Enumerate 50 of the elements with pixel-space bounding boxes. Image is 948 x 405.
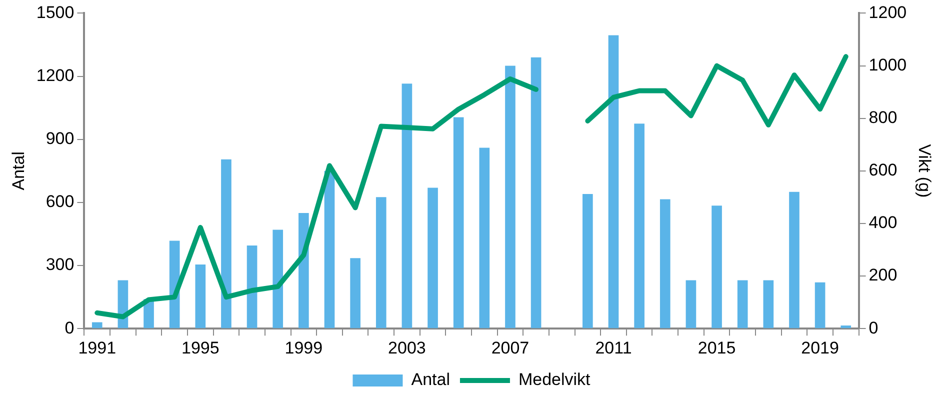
x-tick-label: 2011 xyxy=(595,338,632,358)
bar xyxy=(840,325,852,328)
y2-tick-label: 400 xyxy=(868,213,898,232)
bar xyxy=(608,35,619,328)
bar xyxy=(479,148,490,328)
bar xyxy=(712,206,722,328)
y2-tick-label: 200 xyxy=(868,266,898,285)
bar xyxy=(92,322,102,328)
bar xyxy=(582,194,593,328)
bar xyxy=(686,280,696,328)
bar xyxy=(814,282,826,328)
y-tick-label: 0 xyxy=(64,318,74,338)
bar xyxy=(324,170,335,328)
legend-label: Antal xyxy=(411,370,450,390)
x-tick-label: 2007 xyxy=(491,338,530,358)
x-tick-label: 1995 xyxy=(181,338,220,358)
y2-tick-label: 0 xyxy=(868,318,878,338)
y-tick-label: 600 xyxy=(46,192,74,212)
bar xyxy=(195,264,206,328)
bar xyxy=(221,159,232,328)
bar xyxy=(737,280,748,328)
bar xyxy=(660,199,670,328)
bar xyxy=(402,84,412,328)
y2-axis-title: Vikt (g) xyxy=(915,144,934,198)
y-tick-label: 1500 xyxy=(36,2,74,22)
y-tick-label: 900 xyxy=(46,129,74,148)
y-axis-title: Antal xyxy=(8,152,28,190)
bar xyxy=(789,192,800,328)
x-tick-label: 2019 xyxy=(801,338,839,358)
bar xyxy=(505,66,516,328)
bar xyxy=(634,124,644,328)
bar xyxy=(428,188,438,328)
y2-tick-label: 1200 xyxy=(868,2,907,22)
bar xyxy=(530,57,542,328)
bar xyxy=(763,280,774,328)
bar xyxy=(350,258,360,328)
x-tick-label: 2015 xyxy=(698,338,736,358)
bar xyxy=(453,117,464,328)
x-tick-label: 1999 xyxy=(284,338,323,358)
y2-tick-label: 1000 xyxy=(868,55,907,74)
bar xyxy=(246,246,258,328)
y-tick-label: 300 xyxy=(46,255,74,274)
x-tick-label: 2003 xyxy=(388,338,426,358)
y2-tick-label: 600 xyxy=(868,160,898,180)
legend-label: Medelvikt xyxy=(518,370,591,390)
y2-tick-label: 800 xyxy=(868,108,898,128)
x-tick-label: 1991 xyxy=(78,338,116,358)
bar xyxy=(272,230,284,328)
bar xyxy=(376,197,386,328)
y-tick-label: 1200 xyxy=(36,66,74,85)
